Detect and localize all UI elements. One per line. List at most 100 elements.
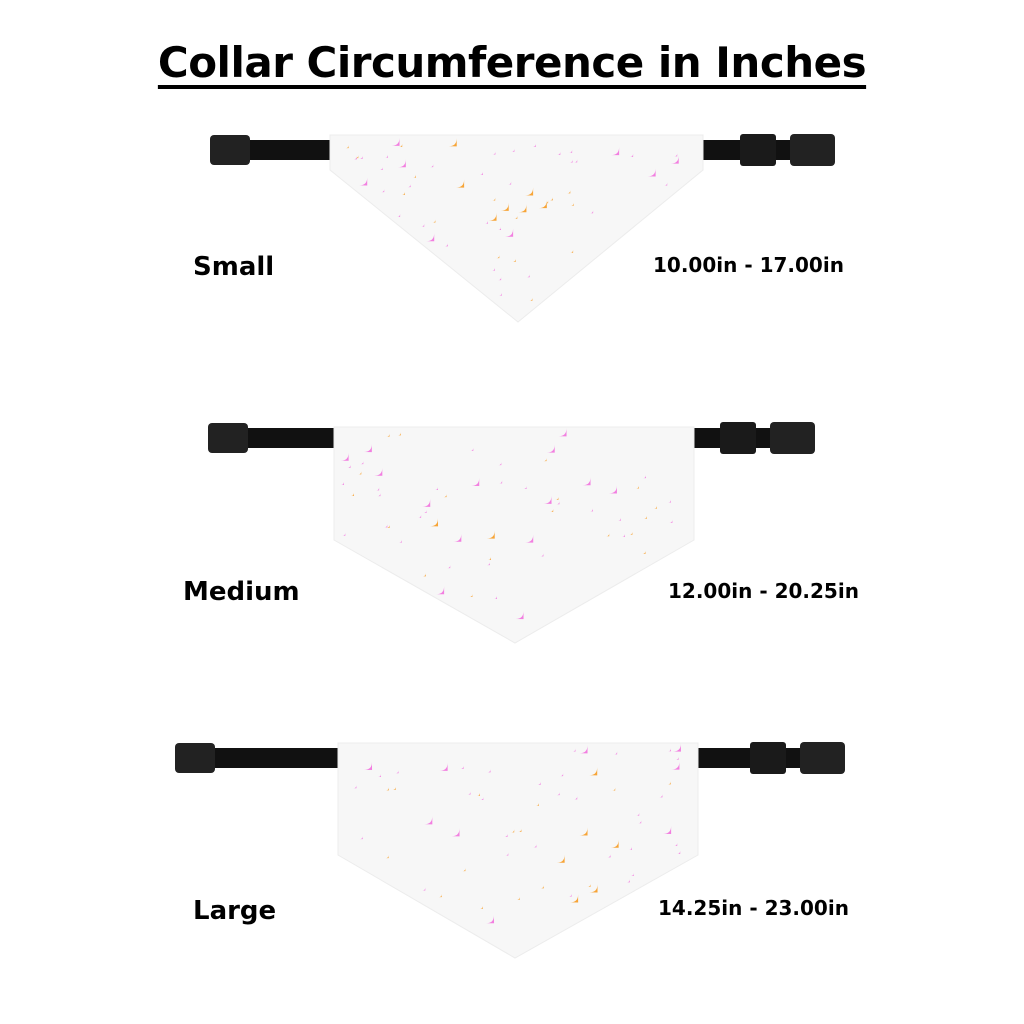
star: [621, 533, 625, 537]
star: [668, 499, 672, 503]
star: [636, 812, 640, 816]
star: [667, 781, 671, 785]
star: [359, 155, 363, 159]
star: [568, 893, 572, 897]
slider-icon: [740, 134, 776, 166]
star: [537, 781, 541, 785]
star: [479, 905, 483, 909]
star: [638, 820, 642, 824]
star: [470, 447, 474, 451]
small-bandana-collar: [210, 134, 835, 323]
star: [385, 855, 389, 859]
star: [377, 493, 381, 497]
star: [488, 556, 492, 560]
star: [538, 200, 547, 209]
star: [629, 531, 633, 535]
star: [347, 464, 351, 468]
buckle-icon: [790, 134, 835, 166]
star: [477, 792, 481, 796]
star: [612, 787, 616, 791]
star: [647, 168, 656, 177]
star: [386, 524, 390, 528]
star: [460, 765, 464, 769]
buckle-icon: [770, 422, 815, 454]
star: [525, 534, 534, 543]
large-bandana-collar: [175, 742, 845, 959]
star: [560, 773, 564, 777]
star: [359, 836, 363, 840]
star: [448, 138, 457, 147]
star: [418, 514, 422, 518]
star: [512, 258, 516, 262]
star: [668, 748, 672, 752]
star: [486, 530, 495, 539]
star: [421, 223, 425, 227]
star: [487, 769, 491, 773]
size-label-large: Large: [193, 896, 277, 926]
star: [451, 828, 460, 837]
star: [672, 743, 681, 752]
star: [341, 481, 345, 485]
star: [353, 785, 357, 789]
star: [467, 791, 471, 795]
star: [570, 249, 574, 253]
star: [535, 802, 539, 806]
star: [590, 210, 594, 214]
star: [675, 756, 679, 760]
star: [614, 751, 618, 755]
star: [669, 519, 673, 523]
size-range-small: 10.00in - 17.00in: [653, 253, 844, 277]
star: [555, 496, 559, 500]
star: [608, 485, 617, 494]
star: [589, 884, 598, 893]
star: [546, 444, 555, 453]
bandana: [329, 134, 704, 323]
star: [462, 868, 466, 872]
star: [423, 510, 427, 514]
star: [540, 553, 544, 557]
star: [540, 885, 544, 889]
star: [664, 182, 668, 186]
star: [397, 213, 401, 217]
star: [543, 458, 547, 462]
star: [494, 595, 498, 599]
star: [413, 174, 417, 178]
star: [574, 159, 578, 163]
star: [377, 774, 381, 778]
star: [589, 767, 598, 776]
star: [436, 586, 445, 595]
star: [397, 432, 401, 436]
star: [626, 879, 630, 883]
bandana: [337, 742, 699, 959]
star: [498, 227, 502, 231]
star: [422, 498, 431, 507]
star: [514, 215, 518, 219]
star: [500, 202, 509, 211]
buckle-icon: [208, 423, 248, 453]
star: [360, 461, 364, 465]
star: [430, 518, 439, 527]
star: [480, 797, 484, 801]
star: [395, 770, 399, 774]
star: [385, 154, 389, 158]
star: [677, 850, 681, 854]
star: [485, 220, 489, 224]
star: [643, 515, 647, 519]
star: [556, 501, 560, 505]
star: [505, 228, 514, 237]
star: [558, 428, 567, 437]
star: [379, 167, 383, 171]
star: [471, 477, 480, 486]
star: [556, 854, 565, 863]
star: [587, 883, 591, 887]
star: [574, 796, 578, 800]
star: [492, 197, 496, 201]
star: [469, 594, 473, 598]
star: [579, 827, 588, 836]
star: [570, 894, 579, 903]
size-range-medium: 12.00in - 20.25in: [668, 579, 859, 603]
star: [642, 550, 646, 554]
star: [391, 137, 400, 146]
star: [549, 197, 553, 201]
star: [447, 565, 451, 569]
